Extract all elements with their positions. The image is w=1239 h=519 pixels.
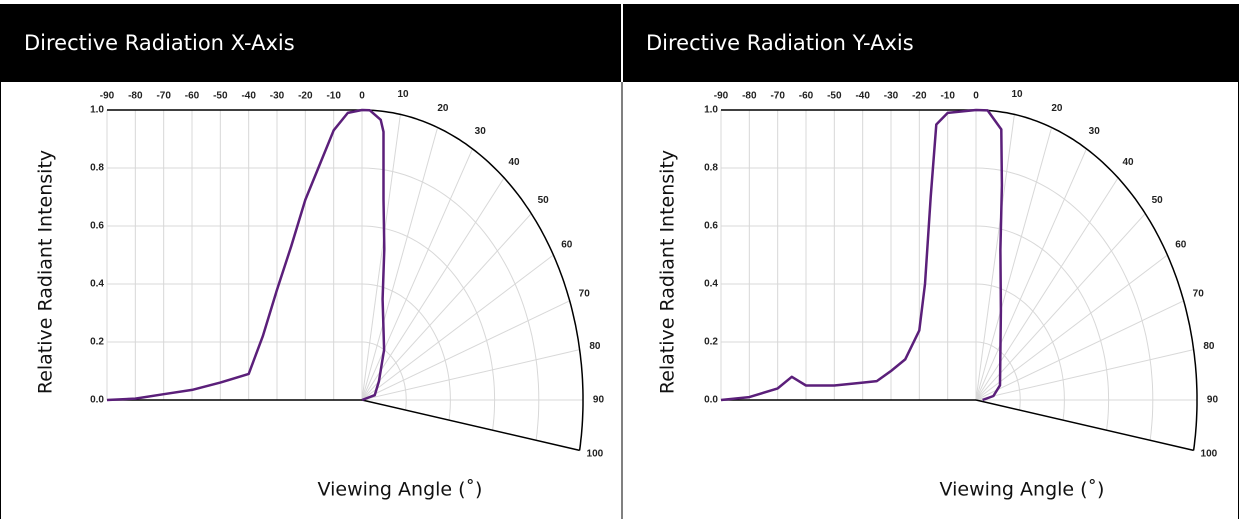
x-tick-label: -60 [185, 91, 200, 102]
intensity-curve [720, 108, 1004, 402]
radial-grid-line [361, 300, 570, 401]
radial-grid-line [975, 300, 1184, 401]
radial-grid-line [975, 213, 1146, 401]
radial-grid-line [361, 177, 505, 401]
x-tick-label: -80 [742, 91, 757, 102]
y-axis-label: Relative Radiant Intensity [657, 150, 679, 394]
x-tick-label: -30 [884, 91, 899, 102]
x-tick-label: 0 [973, 91, 979, 102]
angle-tick-label: 90 [593, 395, 605, 406]
angle-tick-label: 50 [1152, 195, 1164, 206]
angle-tick-label: 50 [538, 195, 550, 206]
y-tick-label: 1.0 [704, 105, 718, 116]
header-row [0, 4, 1239, 82]
angle-tick-label: 10 [398, 89, 410, 100]
y-tick-label: 0.4 [704, 279, 718, 290]
y-tick-label: 0.8 [704, 163, 718, 174]
header-title: Directive Radiation Y-Axis [646, 31, 914, 55]
y-tick-label: 0.2 [90, 337, 104, 348]
x-tick-label: -80 [128, 91, 143, 102]
x-tick-label: -60 [799, 91, 814, 102]
x-tick-label: -50 [213, 91, 228, 102]
y-tick-label: 0.8 [90, 163, 104, 174]
y-tick-label: 1.0 [90, 105, 104, 116]
x-tick-label: -50 [827, 91, 842, 102]
radial-grid-line [975, 148, 1087, 401]
y-tick-label: 0.6 [704, 221, 718, 232]
radial-grid-line [975, 177, 1119, 401]
x-tick-label: -90 [714, 91, 729, 102]
y-tick-label: 0.4 [90, 279, 104, 290]
angle-tick-label: 80 [1203, 341, 1215, 352]
x-tick-label: -70 [770, 91, 785, 102]
angle-tick-label: 100 [587, 449, 604, 460]
radial-grid-line [361, 148, 473, 401]
radial-grid-line [975, 399, 1194, 452]
angle-tick-label: 60 [1175, 239, 1187, 250]
radial-grid-line [361, 399, 580, 452]
radial-grid-line [361, 127, 439, 401]
angle-tick-label: 70 [579, 289, 591, 300]
x-tick-label: -90 [100, 91, 115, 102]
x-tick-label: -70 [156, 91, 171, 102]
x-tick-label: -20 [912, 91, 927, 102]
x-tick-label: -40 [855, 91, 870, 102]
intensity-curve [106, 108, 386, 402]
radial-grid-line [361, 213, 532, 401]
angle-tick-label: 70 [1193, 289, 1205, 300]
x-tick-label: 0 [359, 91, 365, 102]
header-title: Directive Radiation X-Axis [24, 31, 295, 55]
angle-tick-label: 100 [1201, 449, 1218, 460]
y-tick-label: 0.0 [704, 395, 718, 406]
angle-tick-label: 20 [437, 103, 449, 114]
polar-outer-arc [976, 109, 1198, 451]
radial-grid-line [361, 114, 401, 401]
x-tick-label: -20 [298, 91, 313, 102]
x-tick-label: -10 [326, 91, 341, 102]
angle-tick-label: 40 [1122, 157, 1134, 168]
y-tick-label: 0.6 [90, 221, 104, 232]
radial-grid-line [975, 254, 1168, 401]
angle-tick-label: 30 [475, 126, 487, 137]
x-tick-label: -40 [241, 91, 256, 102]
x-tick-label: -30 [270, 91, 285, 102]
angle-tick-label: 20 [1051, 103, 1063, 114]
angle-tick-label: 80 [589, 341, 601, 352]
polar-outer-arc [362, 109, 584, 451]
radial-grid-line [361, 349, 580, 401]
angle-tick-label: 60 [561, 239, 573, 250]
y-tick-label: 0.0 [90, 395, 104, 406]
radial-grid-line [975, 127, 1053, 401]
x-axis-label: Viewing Angle (˚) [318, 479, 483, 501]
radial-grid-line [975, 114, 1015, 401]
y-axis-label: Relative Radiant Intensity [35, 150, 57, 394]
radial-grid-line [361, 254, 554, 401]
angle-tick-label: 10 [1012, 89, 1024, 100]
angle-tick-label: 90 [1207, 395, 1219, 406]
angle-tick-label: 30 [1089, 126, 1101, 137]
angle-tick-label: 40 [508, 157, 520, 168]
x-axis-label: Viewing Angle (˚) [940, 479, 1105, 501]
radial-grid-line [975, 349, 1194, 401]
y-tick-label: 0.2 [704, 337, 718, 348]
x-tick-label: -10 [940, 91, 955, 102]
